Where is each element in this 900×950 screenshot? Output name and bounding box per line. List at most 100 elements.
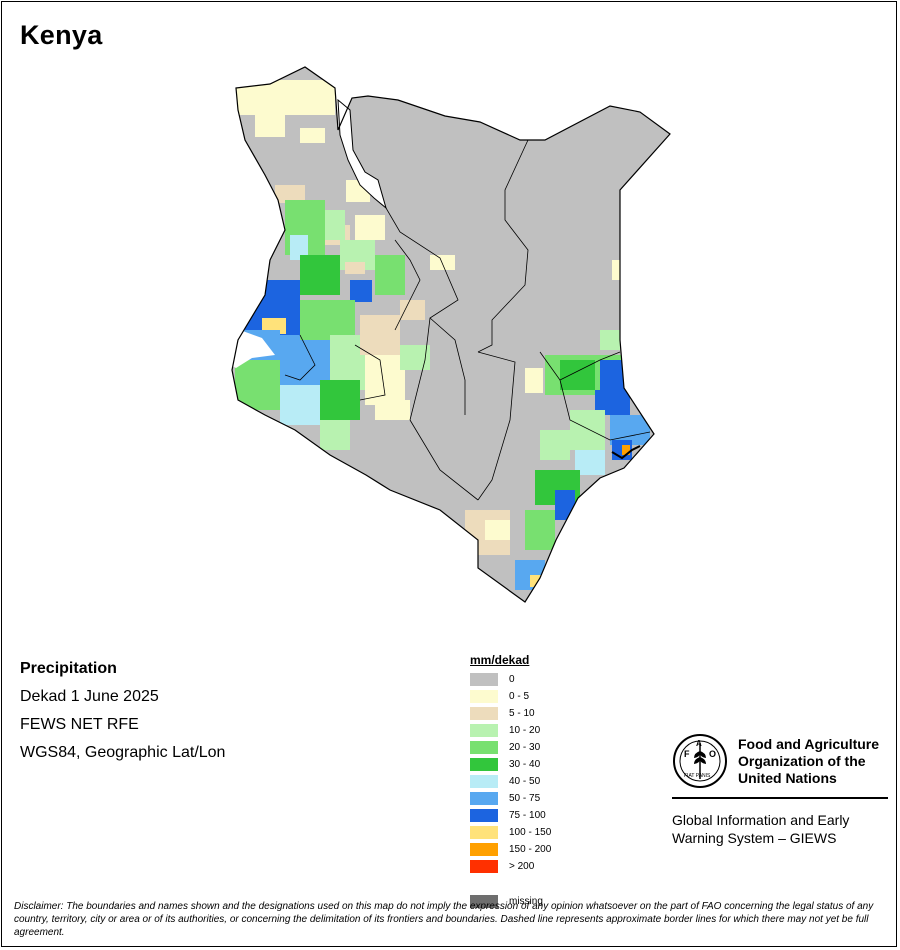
legend-row: 10 - 20	[470, 722, 551, 739]
rain-cell-se9	[555, 490, 575, 520]
legend-label: 10 - 20	[509, 725, 541, 736]
legend-rows: 0 0 - 5 5 - 10 10 - 20 20 - 30 30 - 40 40 - 50…	[470, 671, 551, 875]
lake-victoria	[200, 300, 275, 368]
legend-row: 75 - 100	[470, 807, 551, 824]
legend-swatch	[470, 707, 498, 720]
legend: mm/dekad 0 0 - 5 5 - 10 10 - 20 20 - 30 30 - …	[470, 653, 551, 910]
disclaimer: Disclaimer: The boundaries and names sho…	[14, 901, 874, 938]
rain-cell-w12	[320, 380, 360, 420]
legend-swatch	[470, 860, 498, 873]
rain-cell-w-30-40	[300, 255, 340, 295]
kenya-outline	[231, 66, 671, 603]
legend-row: 20 - 30	[470, 739, 551, 756]
giews-line-2: Warning System – GIEWS	[672, 830, 837, 846]
legend-label: 20 - 30	[509, 742, 541, 753]
map-title: Kenya	[20, 20, 103, 50]
legend-swatch	[470, 690, 498, 703]
rain-cell-ne1	[430, 255, 455, 270]
legend-label: 100 - 150	[509, 827, 552, 838]
fao-divider	[672, 797, 888, 799]
legend-gap	[470, 875, 551, 893]
rain-cell-nw-0-5	[235, 80, 335, 115]
boundary-rift-east	[385, 207, 459, 421]
legend-swatch	[470, 843, 498, 856]
legend-row: 5 - 10	[470, 705, 551, 722]
rain-cell-w-40-50	[290, 235, 308, 260]
boundary-coast-inner	[559, 351, 621, 381]
rain-cell-se10	[525, 510, 555, 550]
rain-cell-w13	[360, 315, 400, 355]
legend-row: 30 - 40	[470, 756, 551, 773]
rain-cell-se2	[560, 360, 595, 390]
fao-name-line-2: Organization of the	[738, 753, 866, 769]
fao-name-line-1: Food and Agriculture	[738, 736, 880, 752]
legend-swatch	[470, 826, 498, 839]
legend-row: > 200	[470, 858, 551, 875]
rain-cell-se4	[600, 330, 620, 350]
emblem-letter-a: A	[696, 739, 702, 748]
boundary-nairobi-south	[409, 419, 479, 501]
boundary-coast-north	[539, 351, 651, 441]
legend-label: 40 - 50	[509, 776, 541, 787]
rain-cell-se5	[570, 410, 605, 450]
map-info-block: Precipitation Dekad 1 June 2025 FEWS NET…	[20, 655, 225, 767]
rain-cell-se13	[540, 430, 570, 460]
legend-swatch	[470, 758, 498, 771]
legend-row: 100 - 150	[470, 824, 551, 841]
legend-swatch	[470, 673, 498, 686]
boundary-central	[354, 344, 386, 401]
rain-cell-nw-5-10	[275, 185, 305, 203]
giews-name: Global Information and Early Warning Sys…	[672, 811, 888, 847]
legend-label: 50 - 75	[509, 793, 541, 804]
rain-cell-w17	[320, 420, 350, 450]
rain-cell-w7	[280, 335, 330, 385]
admin-boundaries	[284, 139, 651, 501]
rain-cell-nw5	[355, 215, 385, 240]
rain-cell-s2	[485, 520, 510, 540]
rain-cell-w15	[375, 400, 410, 420]
rain-cell-s3	[525, 368, 543, 393]
legend-swatch	[470, 792, 498, 805]
fao-name-line-3: United Nations	[738, 770, 837, 786]
rain-cell-w11	[280, 385, 320, 425]
legend-label: 30 - 40	[509, 759, 541, 770]
legend-swatch	[470, 741, 498, 754]
rain-cell-nw3	[300, 128, 325, 143]
legend-label: 75 - 100	[509, 810, 546, 821]
legend-row: 0 - 5	[470, 688, 551, 705]
fao-name: Food and Agriculture Organization of the…	[738, 736, 879, 787]
rain-cell-w4	[345, 262, 365, 274]
giews-line-1: Global Information and Early	[672, 812, 850, 828]
legend-row: 0	[470, 671, 551, 688]
boundary-rift-inner	[394, 239, 421, 331]
fao-branding: F A O FIAT PANIS Food and Agriculture Or…	[672, 733, 888, 847]
boundary-eastern	[477, 351, 516, 501]
period-label: Dekad 1 June 2025	[20, 688, 159, 705]
kenya-precipitation-map	[200, 66, 671, 603]
legend-title: mm/dekad	[470, 653, 530, 667]
rain-cell-w-75-100	[350, 280, 372, 302]
boundary-northeastern	[477, 139, 529, 353]
rain-cell-w10	[235, 360, 280, 410]
legend-label: 0	[509, 674, 515, 685]
legend-row: 150 - 200	[470, 841, 551, 858]
emblem-motto: FIAT PANIS	[684, 773, 711, 779]
fao-logo-row: F A O FIAT PANIS Food and Agriculture Or…	[672, 733, 888, 789]
rain-cell-w5	[375, 255, 405, 295]
legend-row-missing: missing	[470, 893, 551, 910]
lamu-islands	[611, 445, 641, 460]
legend-label-missing: missing	[509, 896, 543, 907]
projection-label: WGS84, Geographic Lat/Lon	[20, 744, 226, 761]
legend-swatch	[470, 775, 498, 788]
emblem-letter-f: F	[684, 749, 690, 759]
legend-label: 5 - 10	[509, 708, 535, 719]
rain-cell-w2	[325, 210, 345, 240]
legend-label: 150 - 200	[509, 844, 552, 855]
rain-cell-w8	[300, 300, 355, 340]
legend-label: > 200	[509, 861, 535, 872]
rain-cell-se-75-100	[600, 360, 625, 395]
emblem-letter-o: O	[709, 749, 716, 759]
boundary-central-east	[429, 317, 466, 415]
boundary-western	[284, 334, 316, 381]
rain-cell-w6	[400, 300, 425, 320]
